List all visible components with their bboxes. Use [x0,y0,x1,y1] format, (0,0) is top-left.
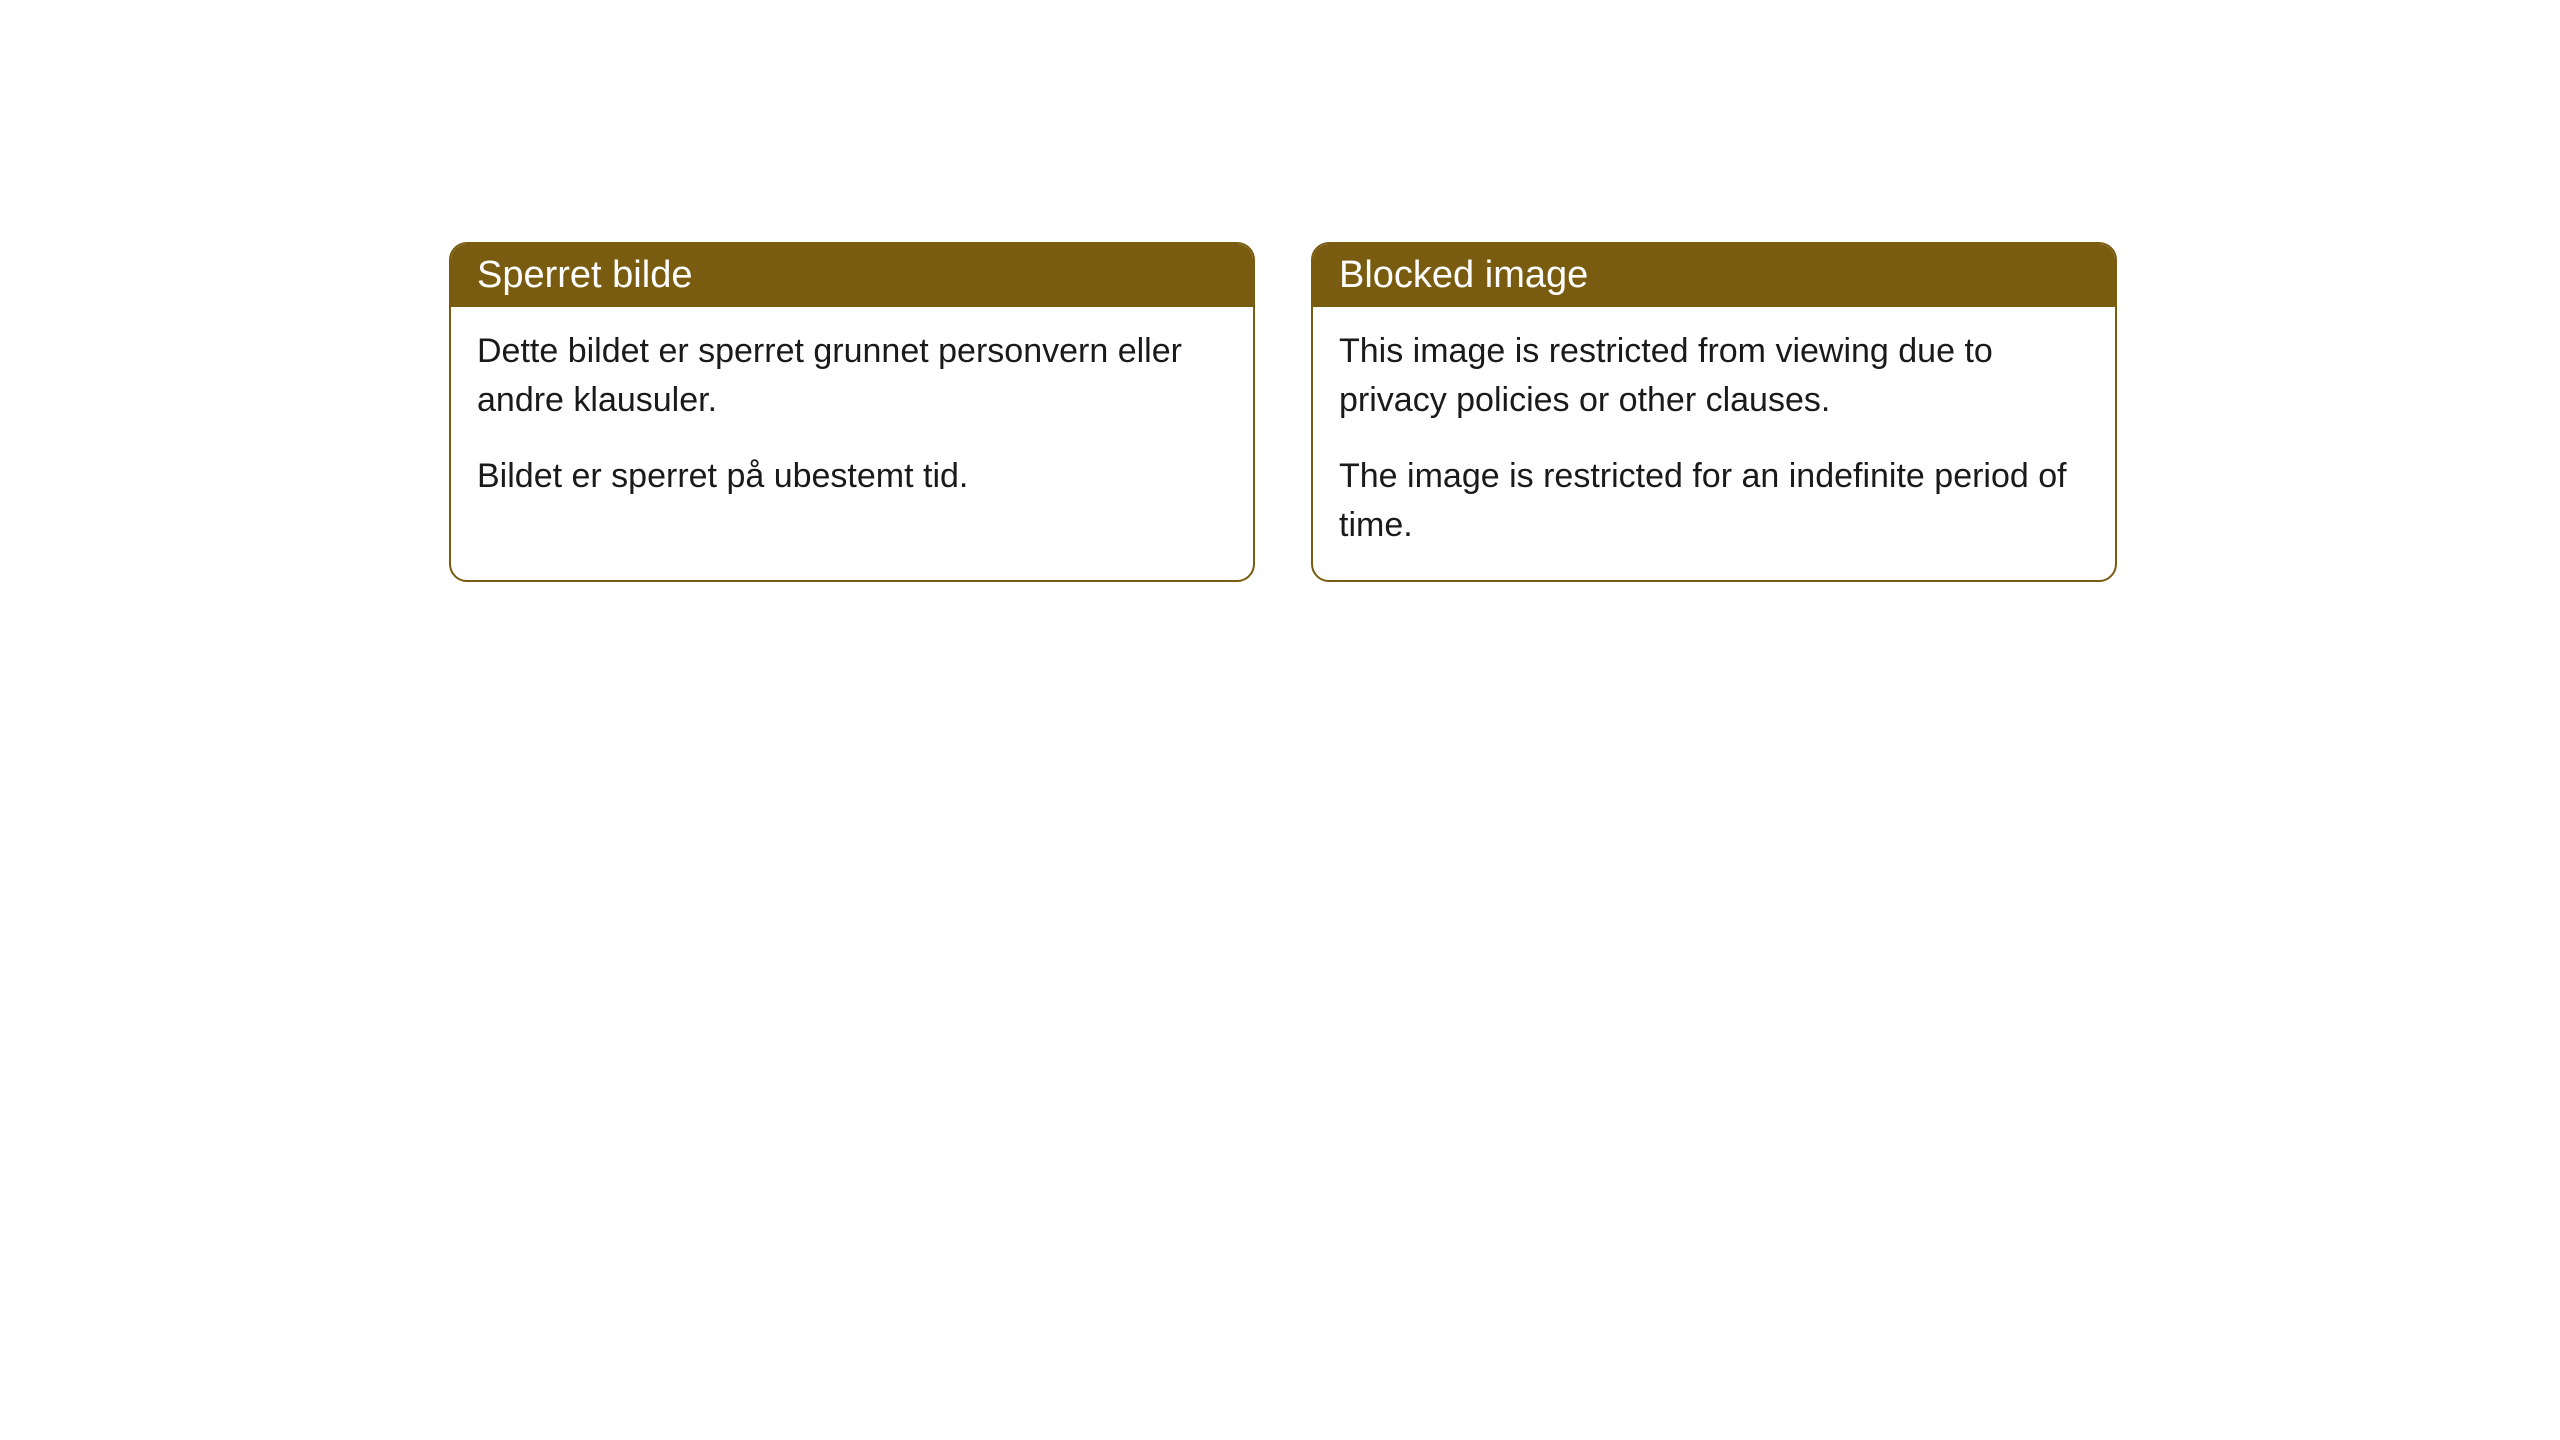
card-title-norwegian: Sperret bilde [477,254,692,296]
card-header-english: Blocked image [1313,244,2115,307]
card-body-norwegian: Dette bildet er sperret grunnet personve… [451,307,1253,531]
card-title-english: Blocked image [1339,254,1588,296]
card-header-norwegian: Sperret bilde [451,244,1253,307]
card-paragraph-1-norwegian: Dette bildet er sperret grunnet personve… [477,327,1227,426]
card-paragraph-2-english: The image is restricted for an indefinit… [1339,452,2089,551]
card-paragraph-1-english: This image is restricted from viewing du… [1339,327,2089,426]
notice-cards-container: Sperret bilde Dette bildet er sperret gr… [449,242,2117,582]
blocked-image-card-norwegian: Sperret bilde Dette bildet er sperret gr… [449,242,1255,582]
blocked-image-card-english: Blocked image This image is restricted f… [1311,242,2117,582]
card-body-english: This image is restricted from viewing du… [1313,307,2115,580]
card-paragraph-2-norwegian: Bildet er sperret på ubestemt tid. [477,452,1227,501]
